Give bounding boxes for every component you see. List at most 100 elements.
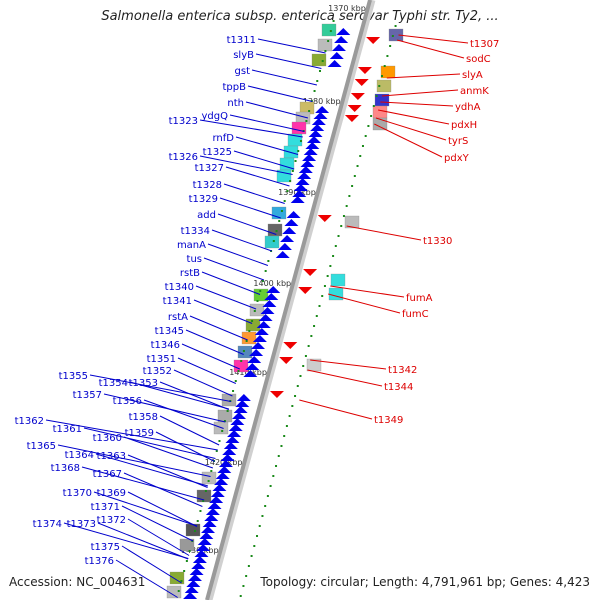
forward-gene-arrow: [199, 532, 214, 539]
track-tick: [280, 210, 283, 212]
forward-gene-box: [264, 235, 280, 249]
gene-leader-line: [380, 101, 454, 107]
forward-gene-arrow: [233, 406, 248, 413]
track-tick: [185, 560, 188, 562]
track-tick: [188, 550, 191, 552]
track-tick: [177, 590, 180, 592]
forward-gene-arrow: [217, 466, 232, 473]
track-tick: [261, 515, 264, 517]
gene-leader-line: [381, 89, 459, 97]
forward-gene-box: [169, 571, 185, 585]
track-tick: [256, 300, 259, 302]
track-tick: [294, 160, 297, 162]
track-tick: [259, 290, 262, 292]
forward-gene-arrow: [262, 300, 277, 307]
track-tick: [389, 45, 392, 47]
track-tick: [337, 235, 340, 237]
gene-label-t1329: t1329: [189, 194, 218, 205]
forward-gene-arrow: [282, 227, 297, 234]
gene-leader-line: [129, 381, 230, 410]
track-tick: [348, 195, 351, 197]
track-tick: [277, 455, 280, 457]
track-tick: [318, 70, 321, 72]
forward-gene-arrow: [220, 454, 235, 461]
topology-label: Topology: circular; Length: 4,791,961 bp…: [260, 575, 590, 589]
gene-leader-line: [89, 374, 232, 402]
track-tick: [332, 255, 335, 257]
forward-gene-box: [311, 53, 327, 67]
track-tick: [394, 25, 397, 27]
track-tick: [253, 545, 256, 547]
reverse-gene-box: [380, 65, 396, 79]
gene-label-manA: manA: [177, 240, 206, 251]
track-tick: [299, 140, 302, 142]
forward-gene-box: [185, 523, 201, 537]
forward-gene-arrow: [196, 544, 211, 551]
gene-leader-line: [127, 454, 208, 488]
forward-gene-arrow: [210, 490, 225, 497]
track-tick: [196, 520, 199, 522]
gene-label-t1375: t1375: [91, 542, 120, 553]
gene-leader-line: [189, 315, 248, 341]
gene-leader-line: [173, 369, 233, 397]
track-tick: [272, 240, 275, 242]
forward-gene-arrow: [298, 166, 313, 173]
track-tick: [272, 475, 275, 477]
gene-leader-line: [217, 213, 277, 235]
gene-leader-line: [121, 505, 194, 542]
forward-gene-arrow: [197, 538, 212, 545]
track-tick: [302, 365, 305, 367]
gene-label-rstB: rstB: [180, 268, 200, 279]
gene-label-t1334: t1334: [181, 226, 210, 237]
gene-leader-line: [93, 491, 198, 527]
forward-gene-box: [237, 345, 253, 359]
forward-gene-arrow: [235, 400, 250, 407]
gene-leader-line: [247, 85, 313, 102]
track-tick: [266, 495, 269, 497]
track-tick: [321, 60, 324, 62]
forward-gene-box: [317, 38, 333, 52]
gene-leader-line: [115, 559, 178, 598]
gene-label-pdxH: pdxH: [451, 120, 477, 131]
track-tick: [334, 245, 337, 247]
track-tick: [327, 40, 330, 42]
reverse-gene-box: [372, 105, 388, 119]
gene-label-t1362: t1362: [15, 416, 44, 427]
forward-gene-arrow: [331, 44, 346, 51]
track-tick: [245, 575, 248, 577]
forward-gene-arrow: [290, 196, 305, 203]
track-tick: [370, 115, 373, 117]
gene-label-t1368: t1368: [51, 463, 80, 474]
reverse-gene-box: [328, 287, 344, 301]
track-tick: [247, 565, 250, 567]
track-tick: [315, 315, 318, 317]
reverse-gene-arrow: [357, 67, 372, 74]
gene-label-t1370: t1370: [63, 488, 92, 499]
forward-gene-arrow: [249, 349, 264, 356]
forward-gene-arrow: [207, 502, 222, 509]
gene-label-fumA: fumA: [406, 293, 433, 304]
reverse-gene-box: [388, 28, 404, 42]
track-tick: [258, 525, 261, 527]
gene-leader-line: [330, 285, 405, 298]
gene-label-t1371: t1371: [91, 502, 120, 513]
track-tick: [304, 355, 307, 357]
gene-label-t1327: t1327: [195, 163, 224, 174]
track-tick: [375, 95, 378, 97]
gene-leader-line: [233, 150, 295, 170]
forward-gene-box: [249, 303, 265, 317]
gene-label-anmK: anmK: [460, 86, 489, 97]
gene-label-tppB: tppB: [223, 82, 247, 93]
gene-leader-line: [199, 155, 293, 175]
forward-gene-arrow: [194, 550, 209, 557]
forward-gene-arrow: [209, 496, 224, 503]
track-tick: [280, 445, 283, 447]
track-tick: [313, 325, 316, 327]
forward-gene-arrow: [302, 154, 317, 161]
gene-leader-line: [223, 183, 285, 204]
gene-label-pdxY: pdxY: [444, 153, 470, 164]
gene-leader-line: [307, 369, 383, 387]
forward-gene-arrow: [295, 178, 310, 185]
forward-gene-arrow: [252, 335, 267, 342]
forward-gene-arrow: [284, 219, 299, 226]
